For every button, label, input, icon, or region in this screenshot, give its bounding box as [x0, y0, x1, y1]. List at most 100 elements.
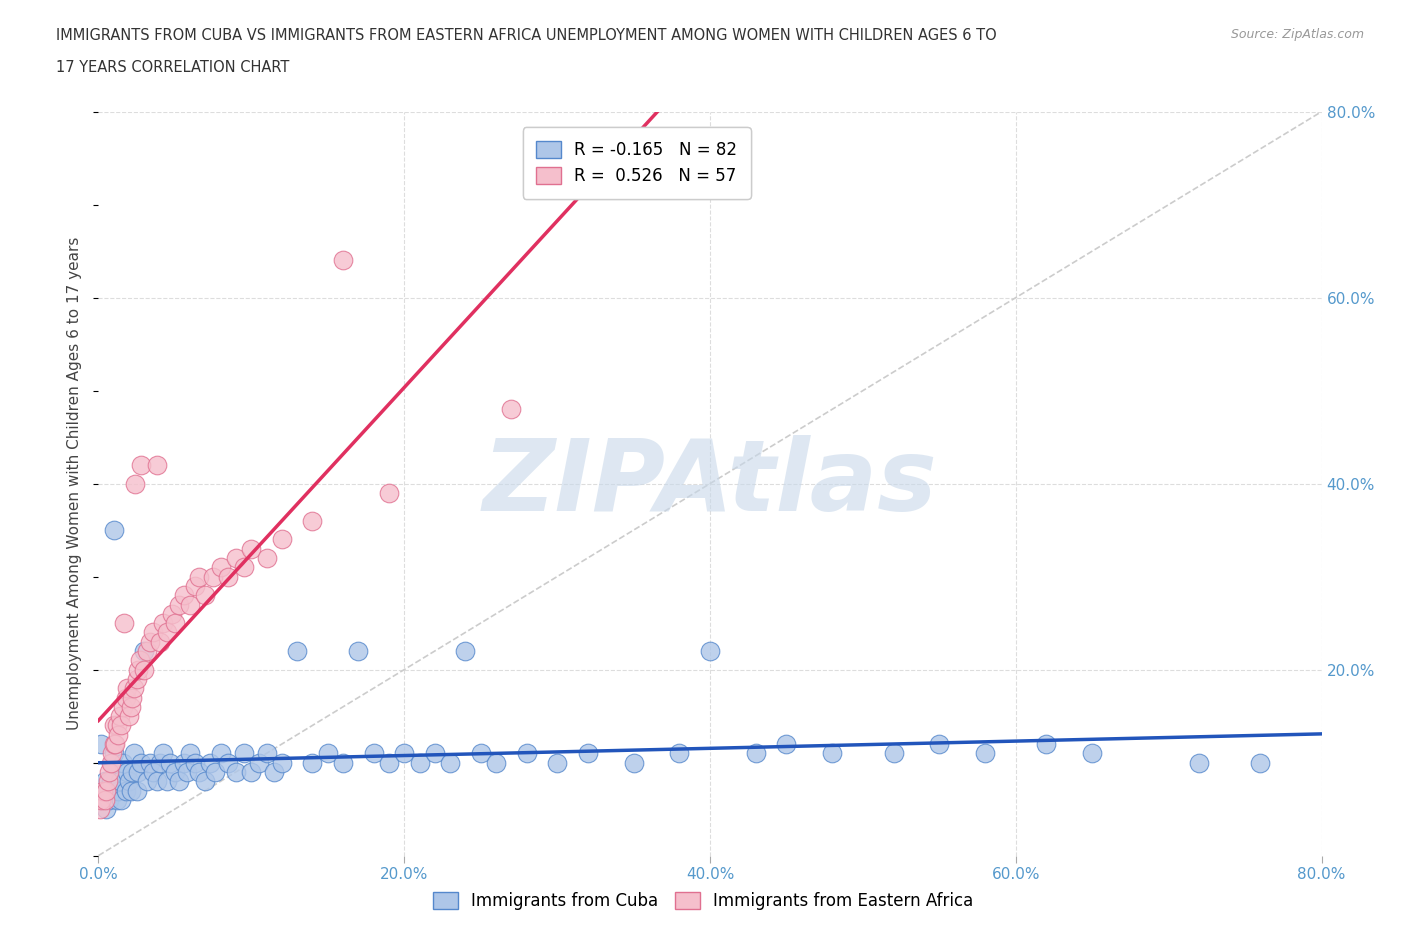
Point	[392, 746, 416, 761]
Point	[129, 458, 152, 472]
Point	[98, 792, 121, 807]
Point	[152, 616, 174, 631]
Point	[225, 764, 247, 779]
Point	[316, 746, 339, 761]
Point	[209, 560, 232, 575]
Point	[112, 616, 135, 631]
Point	[173, 755, 195, 770]
Point	[97, 783, 120, 798]
Point	[145, 774, 167, 789]
Point	[125, 671, 148, 686]
Point	[127, 764, 149, 779]
Point	[90, 737, 112, 751]
Point	[124, 476, 146, 491]
Point	[142, 625, 165, 640]
Point	[485, 755, 508, 770]
Point	[103, 746, 125, 761]
Point	[111, 699, 134, 714]
Point	[91, 792, 114, 807]
Point	[501, 402, 523, 417]
Point	[160, 606, 183, 621]
Point	[347, 644, 370, 658]
Point	[188, 569, 211, 584]
Point	[122, 746, 145, 761]
Point	[115, 690, 138, 705]
Point	[176, 764, 198, 779]
Point	[163, 616, 186, 631]
Point	[194, 588, 217, 603]
Legend: Immigrants from Cuba, Immigrants from Eastern Africa: Immigrants from Cuba, Immigrants from Ea…	[426, 885, 980, 917]
Point	[121, 764, 143, 779]
Point	[332, 253, 354, 268]
Point	[232, 746, 254, 761]
Point	[90, 792, 112, 807]
Point	[129, 755, 152, 770]
Point	[745, 746, 768, 761]
Point	[145, 458, 167, 472]
Point	[117, 764, 139, 779]
Point	[159, 755, 181, 770]
Point	[270, 755, 292, 770]
Point	[136, 774, 159, 789]
Text: ZIPAtlas: ZIPAtlas	[482, 435, 938, 532]
Point	[821, 746, 844, 761]
Point	[546, 755, 568, 770]
Point	[111, 755, 134, 770]
Point	[623, 755, 645, 770]
Point	[89, 802, 111, 817]
Point	[198, 755, 221, 770]
Point	[576, 746, 599, 761]
Point	[378, 755, 401, 770]
Point	[204, 764, 226, 779]
Point	[156, 774, 179, 789]
Point	[103, 523, 125, 538]
Point	[516, 746, 538, 761]
Point	[107, 727, 129, 742]
Point	[240, 541, 263, 556]
Text: IMMIGRANTS FROM CUBA VS IMMIGRANTS FROM EASTERN AFRICA UNEMPLOYMENT AMONG WOMEN : IMMIGRANTS FROM CUBA VS IMMIGRANTS FROM …	[56, 28, 997, 43]
Point	[363, 746, 385, 761]
Point	[408, 755, 430, 770]
Point	[110, 718, 132, 733]
Point	[103, 737, 125, 751]
Point	[108, 709, 131, 724]
Point	[256, 551, 278, 565]
Point	[121, 690, 143, 705]
Point	[118, 709, 141, 724]
Point	[98, 764, 121, 779]
Point	[301, 513, 323, 528]
Point	[1249, 755, 1271, 770]
Point	[97, 774, 120, 789]
Point	[134, 644, 156, 658]
Point	[470, 746, 492, 761]
Point	[136, 644, 159, 658]
Point	[117, 681, 139, 696]
Point	[194, 774, 217, 789]
Point	[110, 792, 132, 807]
Legend: R = -0.165   N = 82, R =  0.526   N = 57: R = -0.165 N = 82, R = 0.526 N = 57	[523, 127, 751, 199]
Point	[105, 792, 128, 807]
Point	[139, 634, 162, 649]
Point	[108, 774, 131, 789]
Point	[217, 569, 239, 584]
Point	[149, 634, 172, 649]
Point	[928, 737, 950, 751]
Point	[332, 755, 354, 770]
Point	[169, 597, 191, 612]
Point	[93, 792, 115, 807]
Point	[139, 755, 162, 770]
Point	[125, 783, 148, 798]
Point	[1188, 755, 1211, 770]
Point	[107, 783, 129, 798]
Point	[100, 755, 122, 770]
Point	[115, 783, 138, 798]
Point	[156, 625, 179, 640]
Point	[184, 578, 207, 593]
Point	[179, 597, 201, 612]
Point	[127, 662, 149, 677]
Y-axis label: Unemployment Among Women with Children Ages 6 to 17 years: Unemployment Among Women with Children A…	[67, 237, 83, 730]
Point	[209, 746, 232, 761]
Text: 17 YEARS CORRELATION CHART: 17 YEARS CORRELATION CHART	[56, 60, 290, 75]
Point	[101, 755, 124, 770]
Point	[94, 783, 117, 798]
